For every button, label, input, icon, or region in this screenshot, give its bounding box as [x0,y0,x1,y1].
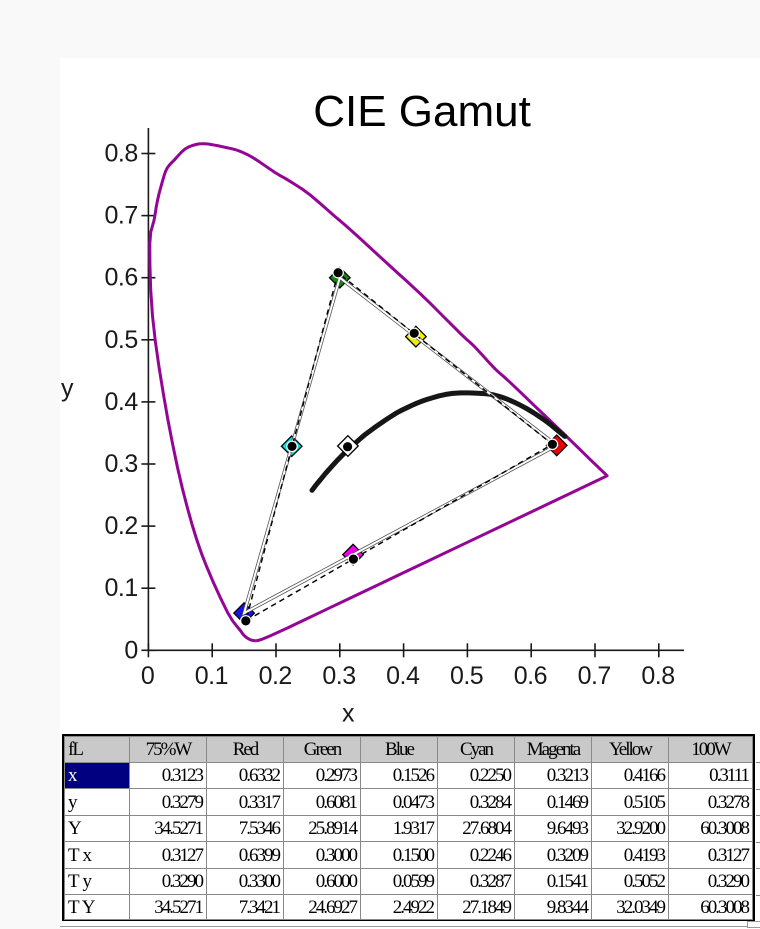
svg-text:0.8: 0.8 [641,662,674,690]
svg-text:CIE Gamut: CIE Gamut [313,87,531,136]
svg-text:0.7: 0.7 [105,202,138,230]
svg-text:0.4: 0.4 [386,662,420,690]
svg-text:0.5: 0.5 [450,662,483,690]
svg-text:0.6: 0.6 [105,264,138,292]
svg-text:0.2: 0.2 [105,512,138,540]
svg-text:0.3: 0.3 [105,450,138,478]
svg-text:0.4: 0.4 [105,388,139,416]
svg-text:0.1: 0.1 [195,662,228,690]
svg-text:0.5: 0.5 [105,326,138,354]
svg-text:0.3: 0.3 [322,662,355,690]
svg-text:0.7: 0.7 [578,662,611,690]
svg-text:y: y [61,375,74,403]
svg-text:0: 0 [141,662,154,690]
svg-text:0.1: 0.1 [105,574,138,602]
svg-text:0.2: 0.2 [259,662,292,690]
svg-text:0: 0 [124,636,137,664]
svg-text:0.6: 0.6 [514,662,547,690]
svg-text:x: x [342,700,355,728]
svg-text:0.8: 0.8 [105,140,138,168]
